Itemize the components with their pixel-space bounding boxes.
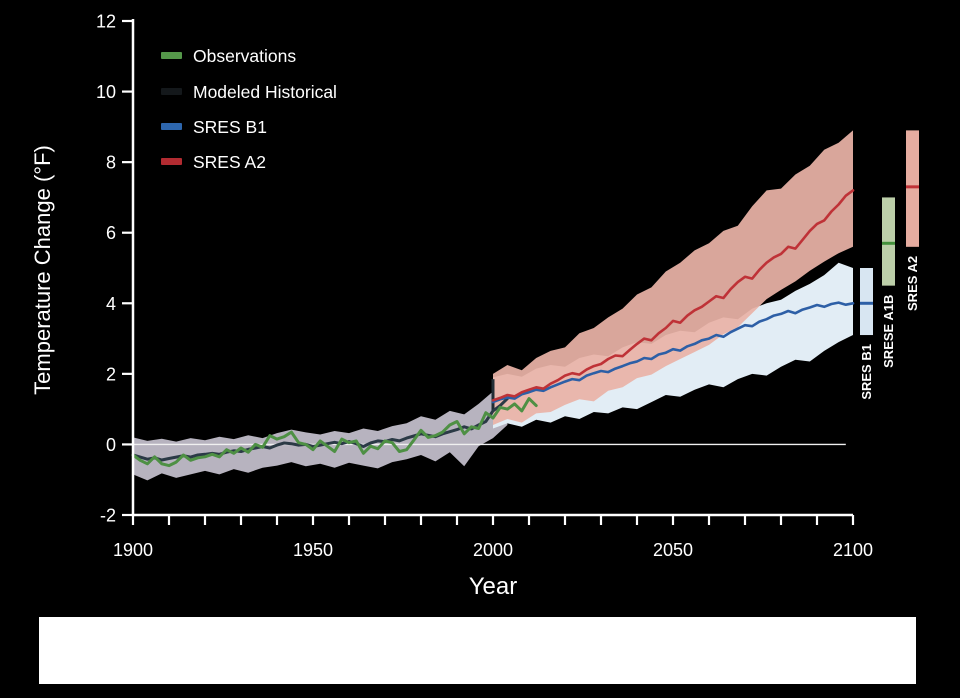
end-of-century-range-bars: SRES B1 SRESE A1B SRES A2	[859, 130, 920, 400]
legend-item-modeled-historical: Modeled Historical	[161, 82, 337, 102]
y-tick-label: 2	[106, 364, 116, 384]
range-bar-label: SRES B1	[859, 344, 874, 400]
y-axis-title: Temperature Change (°F)	[30, 145, 55, 395]
y-tick-label: 4	[106, 294, 116, 314]
legend-label-observations: Observations	[193, 46, 296, 66]
series-line-sres_b1	[491, 301, 855, 404]
x-tick-label: 2000	[473, 540, 513, 560]
legend-item-observations: Observations	[161, 46, 296, 66]
sres-a2-swatch-icon	[161, 158, 182, 165]
band-sres_a2	[493, 130, 853, 425]
series-lines	[131, 189, 855, 468]
y-tick-label: 10	[96, 82, 116, 102]
axes-and-ticks: -2 0 2 4 6 8 10 12 1900 1950 2000 2050 2100	[96, 12, 873, 561]
band-modeled_historical	[133, 379, 508, 481]
side-bar-sres-b1: SRES B1	[859, 268, 874, 400]
legend-item-sres-a2: SRES A2	[161, 152, 266, 172]
range-bar	[882, 197, 895, 286]
y-tick-label: 6	[106, 223, 116, 243]
range-bar	[906, 130, 919, 247]
y-tick-label: 12	[96, 12, 116, 32]
observations-swatch-icon	[161, 52, 182, 59]
legend-label-modeled-historical: Modeled Historical	[193, 82, 337, 102]
series-line-observations	[131, 397, 538, 468]
legend-item-sres-b1: SRES B1	[161, 117, 267, 137]
x-tick-label: 1900	[113, 540, 153, 560]
series-line-sres_a2	[491, 189, 855, 402]
modeled-historical-swatch-icon	[161, 88, 182, 95]
side-bar-srese-a1b: SRESE A1B	[881, 197, 896, 368]
range-bar-label: SRES A2	[905, 256, 920, 311]
range-bar	[860, 268, 873, 336]
series-line-modeled_historical	[131, 397, 509, 462]
y-tick-label: 8	[106, 153, 116, 173]
x-tick-label: 2100	[833, 540, 873, 560]
legend-label-sres-b1: SRES B1	[193, 117, 267, 137]
sres-b1-swatch-icon	[161, 123, 182, 130]
legend-label-sres-a2: SRES A2	[193, 152, 266, 172]
side-bar-sres-a2: SRES A2	[905, 130, 920, 311]
x-axis-title: Year	[469, 573, 518, 600]
x-tick-label: 2050	[653, 540, 693, 560]
y-tick-label: 0	[106, 435, 116, 455]
x-tick-label: 1950	[293, 540, 333, 560]
uncertainty-bands	[133, 130, 853, 481]
range-bar-label: SRESE A1B	[881, 295, 896, 368]
legend: Observations Modeled Historical SRES B1 …	[161, 46, 337, 172]
caption-panel	[39, 617, 916, 684]
y-tick-label: -2	[100, 506, 116, 526]
